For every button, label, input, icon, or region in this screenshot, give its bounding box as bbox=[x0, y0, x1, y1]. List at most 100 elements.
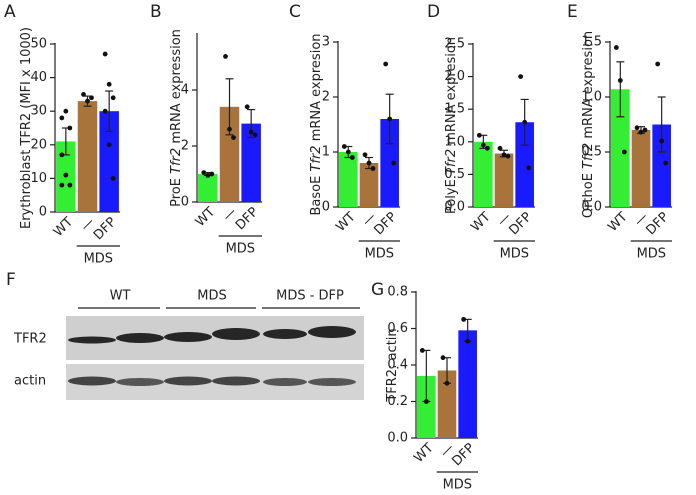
x-tick-label: WT bbox=[193, 205, 218, 230]
group-label: MDS bbox=[226, 242, 255, 257]
data-point bbox=[663, 160, 669, 166]
y-tick-label: 2.5 bbox=[444, 37, 465, 52]
data-point bbox=[391, 160, 397, 166]
panel-letter: G bbox=[371, 280, 384, 300]
data-point bbox=[63, 172, 69, 178]
data-point bbox=[223, 54, 228, 59]
data-point bbox=[383, 61, 389, 67]
data-point bbox=[231, 135, 236, 141]
y-tick-label: 0.8 bbox=[387, 285, 408, 300]
y-axis-label-part: mRNA expresion bbox=[581, 31, 596, 143]
data-point bbox=[67, 182, 73, 188]
y-tick-label: 2 bbox=[322, 90, 330, 105]
blot-group-label: MDS bbox=[197, 289, 226, 304]
bar bbox=[494, 153, 514, 207]
group-label: MDS bbox=[84, 252, 113, 267]
y-tick-label: 3 bbox=[322, 35, 330, 50]
y-tick-label: 50 bbox=[30, 37, 47, 52]
bar bbox=[359, 163, 379, 207]
y-tick-label: 1 bbox=[322, 145, 330, 160]
x-tick-label: WT bbox=[411, 441, 436, 466]
western-blot: F WT MDS MDS - DFP TFR2 actin bbox=[6, 270, 364, 400]
bar bbox=[474, 141, 493, 207]
blot-bands bbox=[68, 326, 356, 386]
panel-letter: E bbox=[567, 2, 578, 22]
x-tick-label: DFP bbox=[91, 215, 120, 244]
blot-strip bbox=[66, 316, 364, 360]
y-axis-label-part: Tfr2 bbox=[309, 145, 324, 171]
data-point bbox=[613, 45, 619, 50]
data-point bbox=[461, 316, 467, 322]
data-point bbox=[244, 104, 250, 110]
data-point bbox=[102, 51, 108, 57]
y-axis-label: PolyE Tfr2 mRNA expresion bbox=[444, 37, 459, 214]
data-point bbox=[480, 142, 486, 148]
y-axis-label: OrthoE Tfr2 mRNA expresion bbox=[581, 31, 596, 218]
group-label: MDS bbox=[637, 247, 666, 262]
y-tick-label: 0.2 bbox=[387, 394, 408, 409]
y-axis-label-part: mRNA expresion bbox=[309, 33, 324, 145]
y-axis-label-part: Tfr2 bbox=[444, 149, 459, 175]
y-axis-label-part: mRNA expresion bbox=[444, 37, 459, 149]
group-label: MDS bbox=[443, 478, 472, 493]
data-point bbox=[67, 125, 73, 131]
panel-letter: D bbox=[427, 2, 440, 22]
bar bbox=[77, 101, 98, 212]
bar bbox=[339, 152, 358, 207]
data-point bbox=[110, 95, 116, 101]
data-point bbox=[248, 129, 254, 135]
data-point bbox=[522, 119, 528, 125]
y-tick-label: 30 bbox=[30, 104, 47, 119]
data-point bbox=[59, 152, 65, 158]
data-point bbox=[419, 348, 425, 353]
blot-row-label: TFR2 bbox=[13, 332, 47, 347]
data-point bbox=[501, 152, 507, 158]
y-tick-label: 0 bbox=[181, 195, 189, 210]
bar bbox=[417, 375, 436, 438]
data-point bbox=[102, 108, 108, 114]
x-tick-label: WT bbox=[333, 210, 358, 235]
blot-row-label: actin bbox=[14, 374, 46, 389]
data-point bbox=[366, 160, 372, 166]
x-tick-label: WT bbox=[468, 210, 493, 235]
y-tick-label: 0.5 bbox=[444, 167, 465, 182]
y-axis-label-part: TFR2: actin bbox=[385, 328, 400, 402]
y-tick-label: 0.4 bbox=[387, 358, 408, 373]
y-axis-label: TFR2: actin bbox=[385, 328, 400, 402]
y-axis-label: BasoE Tfr2 mRNA expresion bbox=[309, 33, 324, 215]
y-tick-label: 40 bbox=[30, 70, 47, 85]
data-point bbox=[518, 74, 524, 79]
y-tick-label: 0 bbox=[39, 205, 47, 220]
data-point bbox=[89, 95, 94, 101]
panel-letter: F bbox=[6, 270, 16, 290]
data-point bbox=[655, 61, 661, 67]
y-tick-label: 20 bbox=[30, 137, 47, 152]
y-axis-label-part: ProE bbox=[169, 174, 184, 207]
data-point bbox=[106, 142, 112, 148]
y-axis-label: Erythroblast TFR2 (MFI x 1000) bbox=[19, 27, 34, 229]
y-tick-label: 0.0 bbox=[444, 200, 465, 215]
bar bbox=[219, 106, 240, 202]
data-point bbox=[617, 78, 623, 83]
y-axis-label-part: Erythroblast TFR2 (MFI x 1000) bbox=[19, 27, 34, 229]
y-tick-label: 2.0 bbox=[444, 69, 465, 84]
y-tick-label: 1.5 bbox=[581, 35, 602, 50]
bar bbox=[198, 174, 218, 202]
data-point bbox=[484, 145, 490, 151]
bar bbox=[631, 130, 651, 207]
data-point bbox=[63, 108, 69, 114]
data-point bbox=[341, 144, 347, 149]
bar bbox=[380, 119, 399, 207]
y-tick-label: 0.5 bbox=[581, 145, 602, 160]
data-point bbox=[349, 155, 355, 160]
bar bbox=[652, 124, 671, 207]
data-point bbox=[638, 129, 644, 135]
y-axis-label-part: Tfr2 bbox=[581, 143, 596, 169]
data-point bbox=[59, 115, 65, 121]
y-tick-label: 4 bbox=[181, 83, 189, 98]
